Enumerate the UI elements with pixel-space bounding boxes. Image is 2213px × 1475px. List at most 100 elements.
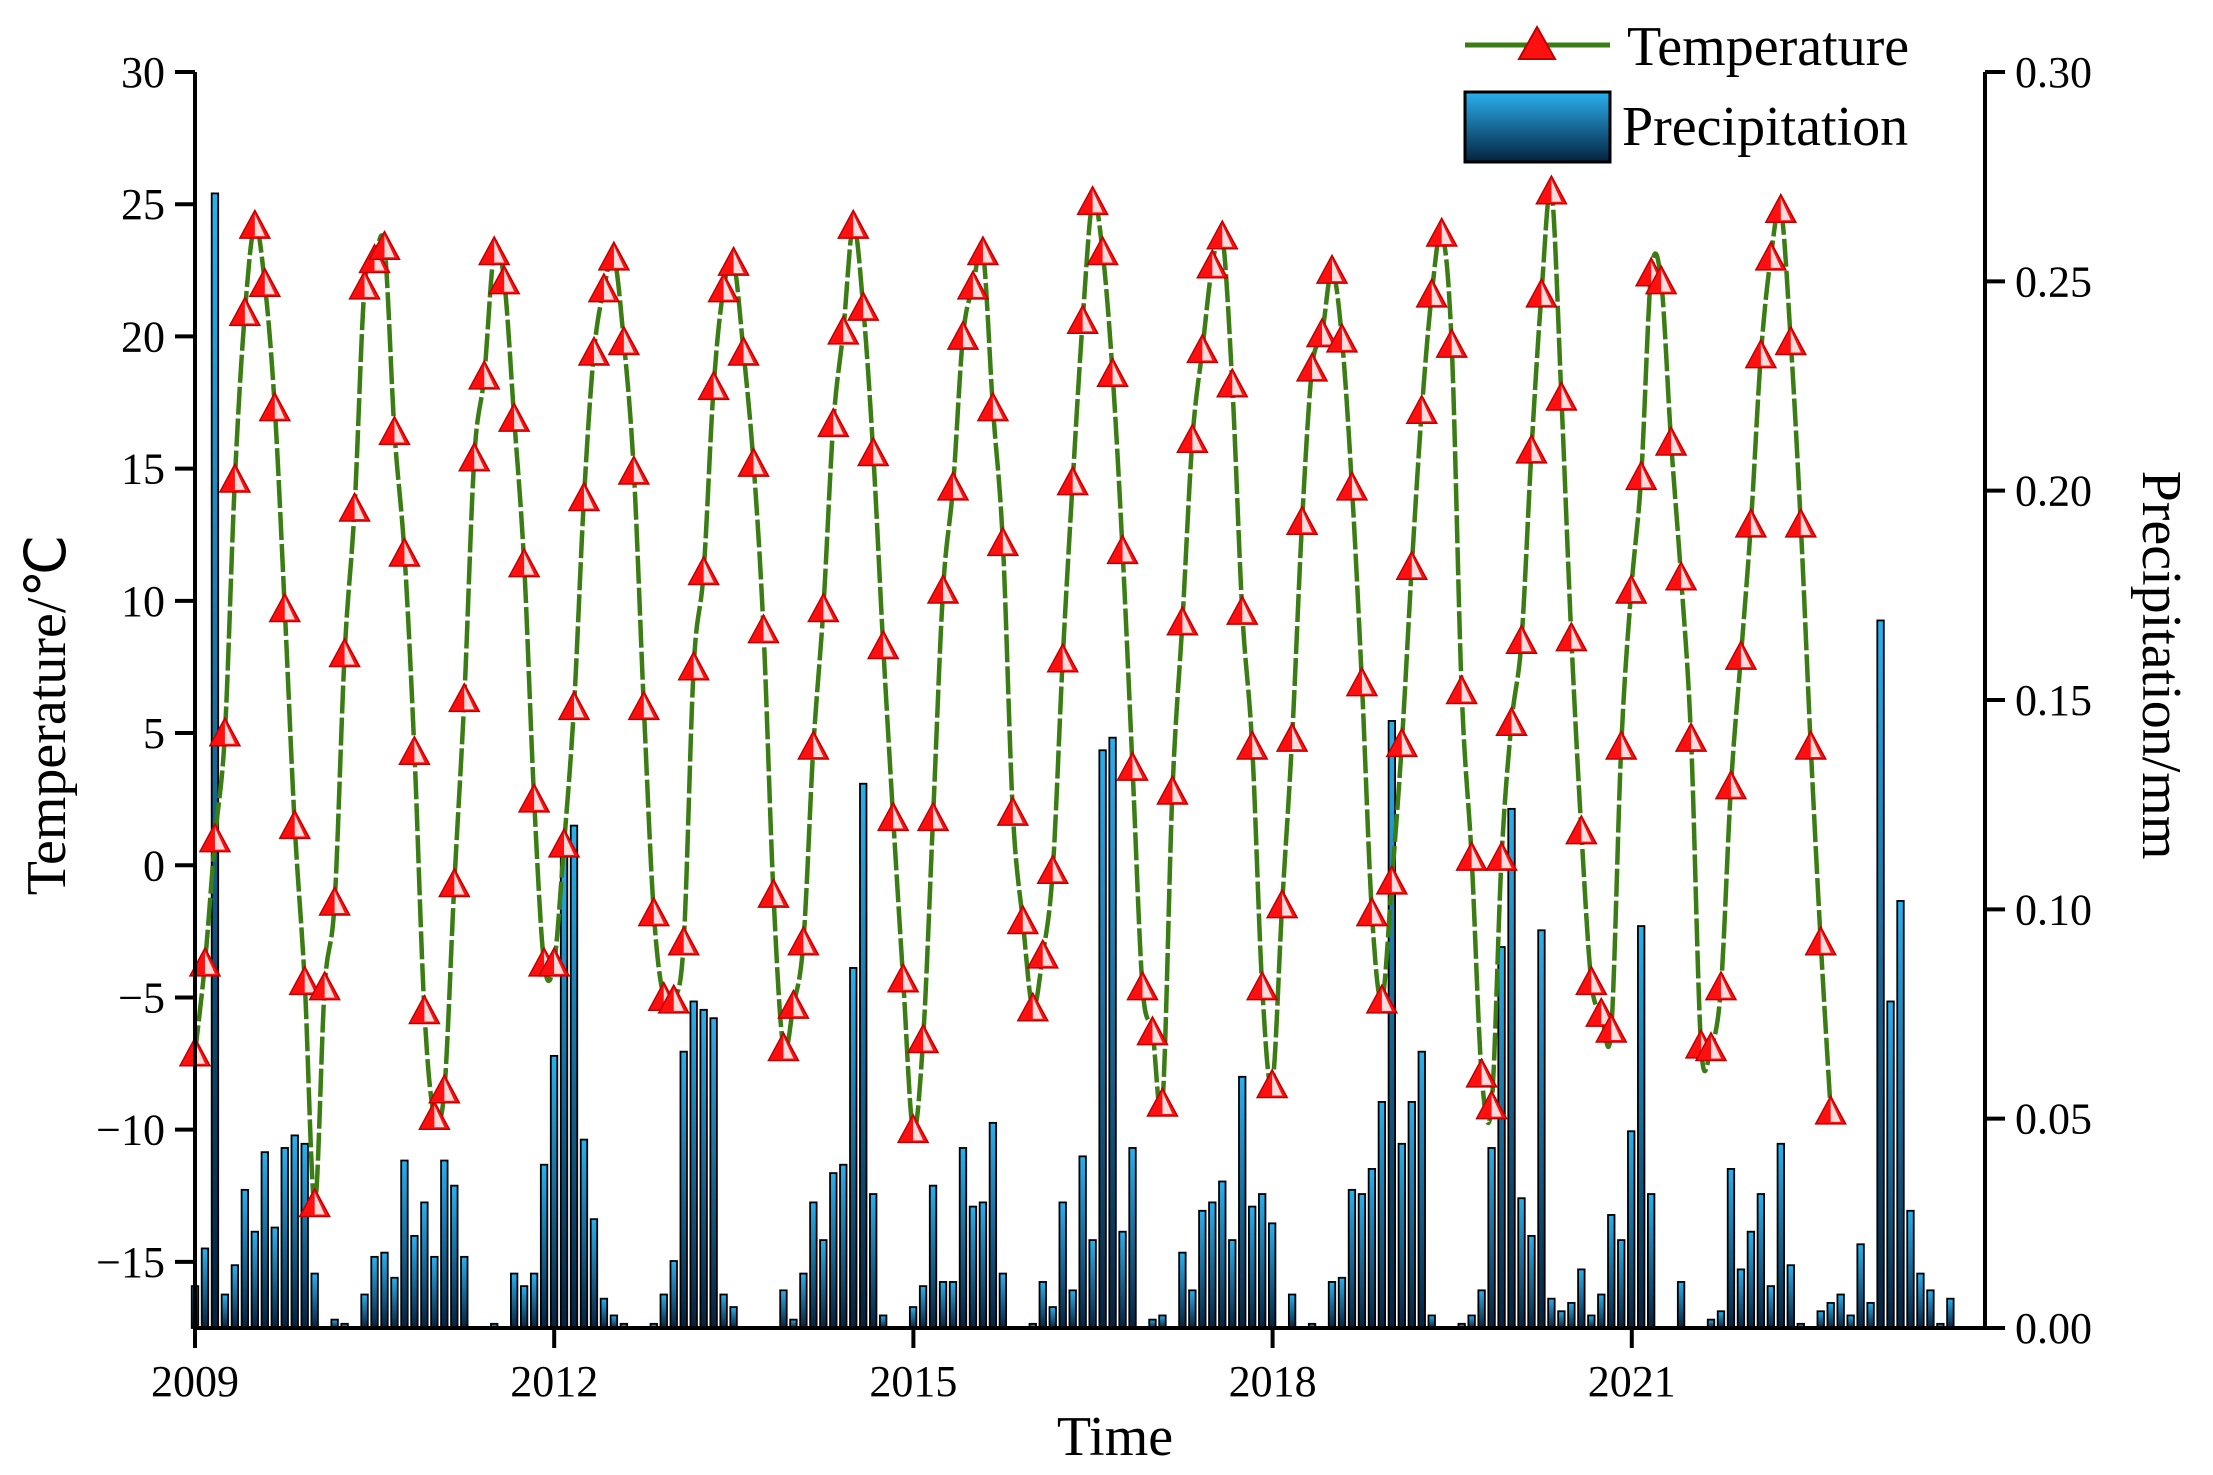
- left-tick-label: 5: [143, 709, 165, 758]
- temperature-marker: [208, 716, 242, 747]
- temperature-marker: [1186, 333, 1219, 364]
- precipitation-bar: [779, 1289, 788, 1329]
- precipitation-bar: [988, 1121, 998, 1329]
- precipitation-bar: [948, 1281, 958, 1329]
- temperature-marker: [1714, 769, 1748, 800]
- temperature-marker: [1614, 573, 1648, 604]
- precipitation-bar: [270, 1226, 279, 1329]
- left-tick-label: 10: [121, 577, 165, 626]
- temperature-marker: [1784, 507, 1818, 538]
- precipitation-bar: [200, 1247, 210, 1329]
- precipitation-bar: [709, 1017, 718, 1329]
- temperature-marker: [1405, 393, 1439, 424]
- precipitation-bar: [1876, 619, 1885, 1329]
- temperature-marker: [1455, 840, 1488, 871]
- temperature-marker: [1265, 888, 1299, 919]
- temperature-marker: [547, 827, 581, 858]
- precipitation-bar: [1487, 1147, 1496, 1329]
- temperature-marker: [398, 734, 431, 766]
- precipitation-bar: [1228, 1239, 1237, 1329]
- temperature-marker: [1395, 549, 1429, 580]
- temperature-marker: [487, 264, 521, 295]
- temperature-marker: [467, 359, 501, 390]
- temperature-marker: [727, 335, 760, 366]
- precipitation-bar: [290, 1134, 299, 1329]
- temperature-marker: [338, 491, 371, 522]
- temperature-marker: [1375, 864, 1409, 895]
- precipitation-bar: [839, 1163, 848, 1329]
- temperature-marker: [1335, 470, 1369, 501]
- temperature-marker: [827, 314, 860, 345]
- temperature-marker: [328, 637, 361, 668]
- temperature-marker: [1465, 1057, 1498, 1088]
- temperature-marker: [966, 235, 1000, 266]
- precipitation-bar: [1188, 1289, 1197, 1329]
- precipitation-bar: [569, 824, 579, 1329]
- temperature-marker: [218, 462, 252, 493]
- precipitation-bar: [510, 1272, 519, 1329]
- temperature-marker: [1694, 1031, 1728, 1062]
- precipitation-bar: [280, 1147, 289, 1329]
- right-axis-ticks: 0.00 0.05 0.10 0.15 0.20 0.25 0.30: [1985, 48, 2092, 1353]
- precipitation-bar: [1108, 736, 1117, 1329]
- precipitation-bar: [1497, 946, 1506, 1329]
- precipitation-bar: [679, 1050, 688, 1329]
- temperature-markers: [178, 174, 1847, 1218]
- precipitation-bar: [1597, 1293, 1606, 1329]
- temperature-marker: [996, 795, 1030, 826]
- temperature-marker: [707, 272, 740, 303]
- precipitation-bar: [799, 1272, 808, 1329]
- temperature-marker: [1275, 721, 1309, 752]
- temperature-marker: [378, 415, 411, 446]
- temperature-marker: [1345, 666, 1379, 697]
- precipitation-bar: [1387, 720, 1396, 1329]
- legend-label-precipitation: Precipitation: [1622, 96, 1908, 158]
- temperature-marker: [1495, 705, 1528, 736]
- precipitation-bar: [669, 1260, 678, 1329]
- precipitation-bar: [599, 1297, 609, 1329]
- precipitation-bar: [370, 1255, 379, 1329]
- temperature-marker: [1116, 750, 1149, 781]
- temperature-marker: [926, 573, 960, 604]
- temperature-marker: [607, 325, 641, 356]
- precipitation-bar: [819, 1239, 828, 1329]
- temperature-marker: [228, 296, 262, 327]
- precipitation-bar: [1098, 749, 1107, 1329]
- y-axis-left-title: Temperature/℃: [16, 535, 78, 896]
- temperature-marker: [737, 446, 770, 477]
- temperature-marker: [278, 809, 311, 840]
- precipitation-bar: [918, 1285, 928, 1329]
- temperature-marker: [956, 269, 990, 300]
- left-tick-label: −15: [96, 1238, 165, 1287]
- temperature-marker: [388, 536, 421, 567]
- precipitation-bar: [1208, 1201, 1217, 1329]
- temperature-marker: [1415, 277, 1448, 308]
- temperature-marker: [1754, 240, 1788, 271]
- temperature-marker: [497, 401, 531, 432]
- precipitation-bar: [1477, 1289, 1486, 1329]
- temperature-marker: [348, 269, 381, 300]
- precipitation-bar: [220, 1293, 230, 1329]
- temperature-marker: [1555, 621, 1588, 652]
- temperature-marker: [1156, 774, 1189, 805]
- precipitation-bar: [1367, 1168, 1377, 1329]
- precipitation-bar: [310, 1272, 319, 1329]
- temperature-marker: [1385, 727, 1419, 758]
- temperature-marker: [1664, 560, 1698, 591]
- precipitation-bar: [460, 1255, 469, 1329]
- temperature-marker: [1794, 729, 1827, 760]
- temperature-marker: [1225, 594, 1259, 625]
- precipitation-bar: [1048, 1306, 1057, 1329]
- precipitation-bar: [1357, 1193, 1367, 1329]
- precipitation-bar: [240, 1188, 250, 1329]
- temperature-marker: [428, 1073, 461, 1104]
- x-axis-title: Time: [1057, 1406, 1173, 1468]
- precipitation-bar: [1198, 1209, 1207, 1329]
- precipitation-bar: [1647, 1193, 1656, 1329]
- precipitation-bar: [400, 1159, 409, 1329]
- temperature-marker: [368, 229, 401, 261]
- temperature-marker: [1235, 729, 1269, 760]
- temperature-marker: [1425, 216, 1458, 247]
- temperature-marker: [657, 983, 690, 1014]
- temperature-marker: [1774, 325, 1808, 356]
